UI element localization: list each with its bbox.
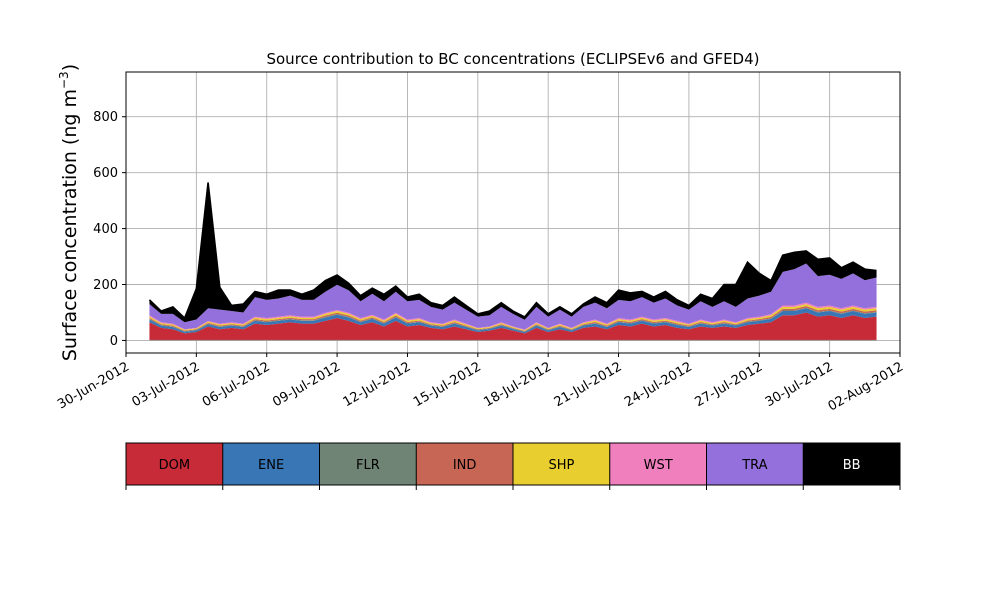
area-outlines bbox=[148, 182, 877, 341]
stacked-areas bbox=[149, 182, 877, 341]
x-tick-label: 27-Jul-2012 bbox=[692, 359, 765, 410]
x-tick-label: 30-Jun-2012 bbox=[55, 359, 132, 412]
area-ind bbox=[149, 306, 877, 332]
y-axis-ticks: 0 200 400 600 800 bbox=[93, 110, 126, 349]
area-ene bbox=[149, 308, 877, 334]
area-bb bbox=[149, 182, 877, 323]
x-tick-label: 18-Jul-2012 bbox=[481, 359, 554, 410]
area-flr bbox=[149, 307, 877, 333]
legend-label-wst: WST bbox=[644, 458, 673, 473]
y-tick-label: 800 bbox=[93, 110, 118, 125]
y-axis-label: Surface concentration (ng m−3) bbox=[57, 64, 81, 361]
legend-swatch-shp bbox=[513, 443, 610, 485]
legend-swatch-ene bbox=[222, 443, 320, 485]
y-axis-label-suffix: ) bbox=[59, 64, 81, 71]
x-tick-label: 24-Jul-2012 bbox=[622, 359, 695, 410]
legend-label-ind: IND bbox=[453, 458, 477, 473]
legend-swatch-bb bbox=[803, 443, 900, 485]
x-tick-label: 06-Jul-2012 bbox=[200, 359, 273, 410]
x-tick-label: 15-Jul-2012 bbox=[411, 359, 484, 410]
legend-swatch-wst bbox=[609, 443, 707, 485]
legend-swatch-ind bbox=[416, 443, 513, 485]
legend-swatch-tra bbox=[706, 443, 804, 485]
legend-swatch-flr bbox=[319, 443, 417, 485]
legend-swatch-dom bbox=[126, 443, 223, 485]
area-shp bbox=[149, 304, 877, 331]
legend-label-shp: SHP bbox=[548, 458, 574, 473]
y-axis-label-exponent: −3 bbox=[57, 71, 71, 89]
area-tra bbox=[149, 263, 877, 330]
area-dom bbox=[149, 312, 877, 341]
x-axis-ticks: 30-Jun-201203-Jul-201206-Jul-201209-Jul-… bbox=[55, 353, 906, 415]
total-outline bbox=[148, 182, 877, 320]
y-tick-label: 600 bbox=[93, 166, 118, 181]
chart-title: Source contribution to BC concentrations… bbox=[266, 50, 759, 68]
x-tick-label: 21-Jul-2012 bbox=[552, 359, 625, 410]
area-wst bbox=[149, 302, 877, 331]
legend-label-dom: DOM bbox=[159, 458, 190, 473]
legend-colorbar: DOM ENE FLR IND SHP WST TRA BB bbox=[125, 442, 901, 490]
plot-frame bbox=[125, 71, 901, 354]
y-tick-label: 0 bbox=[110, 334, 118, 349]
legend-label-tra: TRA bbox=[741, 458, 767, 473]
legend-label-ene: ENE bbox=[258, 458, 284, 473]
legend-label-bb: BB bbox=[843, 458, 861, 473]
x-tick-label: 12-Jul-2012 bbox=[341, 359, 414, 410]
x-tick-label: 02-Aug-2012 bbox=[826, 359, 906, 414]
x-tick-label: 30-Jul-2012 bbox=[763, 359, 836, 410]
x-tick-label: 09-Jul-2012 bbox=[270, 359, 343, 410]
y-axis-label-main: Surface concentration (ng m bbox=[59, 89, 81, 361]
legend-label-flr: FLR bbox=[356, 458, 380, 473]
y-tick-label: 400 bbox=[93, 222, 118, 237]
x-tick-label: 03-Jul-2012 bbox=[130, 359, 203, 410]
y-tick-label: 200 bbox=[93, 278, 118, 293]
